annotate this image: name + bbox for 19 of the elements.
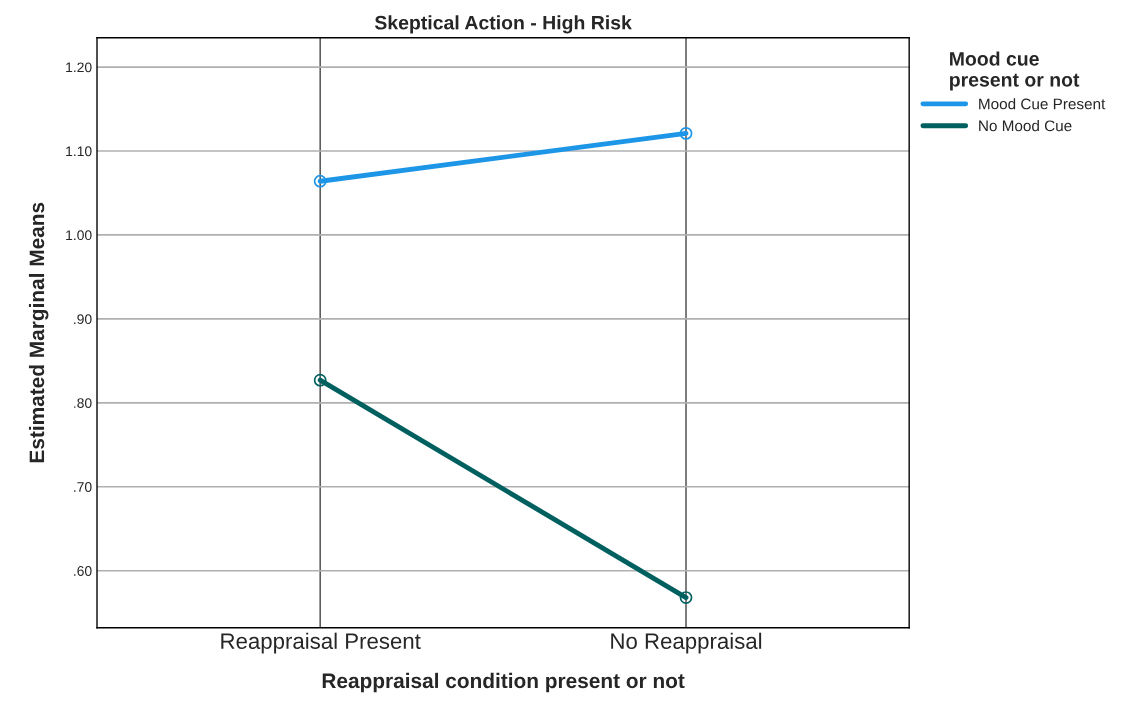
y-axis-title: Estimated Marginal Means (28, 202, 49, 463)
legend-label: No Mood Cue (979, 120, 1072, 132)
y-tick-label: 1.10 (66, 146, 92, 157)
x-tick-label: Reappraisal Present (221, 632, 421, 654)
x-tick-label: No Reappraisal (611, 632, 762, 654)
point (313, 373, 327, 387)
legend-title: Mood cue present or not (950, 51, 1080, 91)
point (679, 591, 693, 604)
legend-label: Mood Cue Present (979, 98, 1106, 110)
y-tick-label: 1.00 (66, 230, 92, 241)
x-axis-title: Reappraisal condition present or not (322, 672, 685, 693)
y-tick-label: .80 (74, 398, 92, 409)
y-tick-label: .90 (74, 314, 92, 325)
y-tick-label: .60 (74, 566, 92, 576)
chart-title: Skeptical Action - High Risk (374, 15, 632, 34)
y-tick-label: .70 (74, 482, 92, 492)
point (313, 174, 327, 188)
point (679, 126, 693, 140)
y-tick-label: 1.20 (66, 62, 92, 73)
